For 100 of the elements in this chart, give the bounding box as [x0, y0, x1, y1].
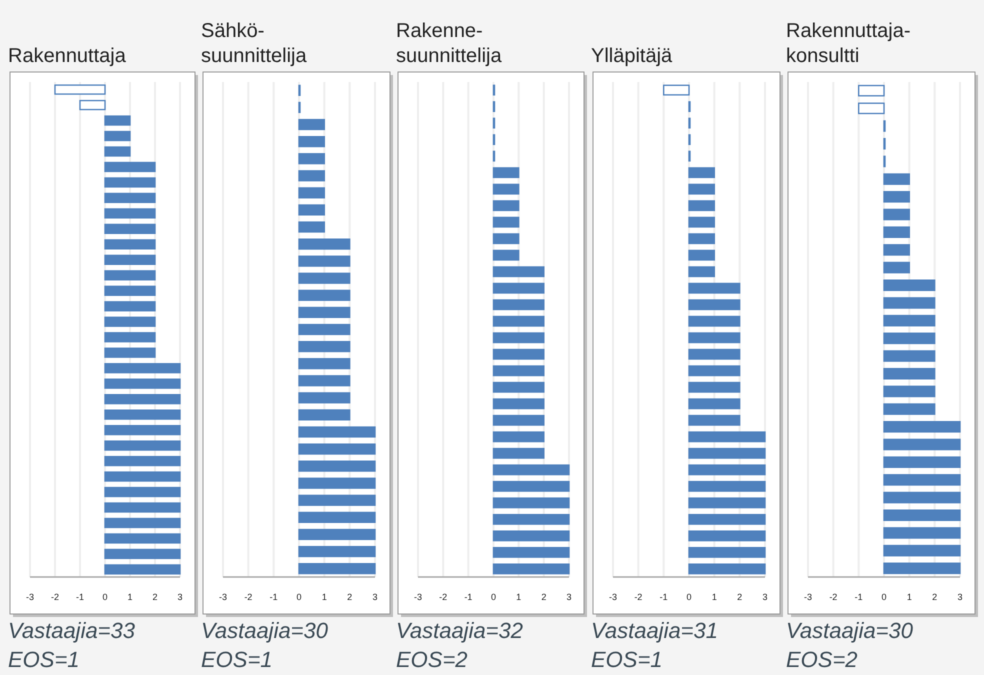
bar [688, 530, 766, 542]
bar [883, 527, 961, 539]
bar [492, 348, 544, 360]
x-tick-label: -3 [804, 592, 812, 602]
chart-title: Rakennuttaja [8, 45, 127, 67]
bar [688, 316, 740, 327]
bar [298, 494, 376, 506]
bar [883, 208, 910, 220]
bar [688, 216, 715, 228]
x-tick-label: -1 [464, 592, 472, 602]
text: Vastaajia=33 [8, 618, 136, 643]
bar [883, 262, 910, 274]
x-tick-label: -3 [218, 592, 228, 602]
x-tick-label: 0 [102, 592, 108, 602]
x-tick-label: 3 [762, 592, 768, 602]
bar [883, 314, 936, 326]
x-tick-label: -2 [50, 592, 60, 602]
bar [104, 301, 156, 312]
bar [104, 224, 156, 234]
bar [104, 533, 181, 544]
bar [298, 221, 325, 233]
bar [298, 375, 350, 386]
text: EOS=2 [396, 647, 468, 672]
x-tick-label: -3 [414, 592, 422, 602]
bar [883, 421, 961, 433]
bar [688, 167, 715, 178]
bar [298, 358, 350, 370]
bar [492, 514, 570, 525]
bar [492, 167, 520, 178]
bar [688, 514, 766, 525]
bar [883, 386, 936, 398]
x-tick-label: -1 [270, 592, 278, 602]
bar [688, 365, 740, 376]
x-tick-label: -2 [244, 592, 252, 602]
bar [298, 272, 350, 284]
bar [858, 102, 885, 114]
bar [883, 332, 936, 344]
x-tick-label: 0 [686, 592, 692, 602]
bar [688, 497, 766, 508]
bar [688, 448, 766, 459]
bar [104, 394, 181, 404]
bar [298, 170, 325, 182]
text: EOS=1 [8, 647, 80, 672]
bar [883, 509, 961, 522]
x-tick-label: 1 [516, 592, 522, 602]
bar [298, 512, 376, 523]
bar [104, 471, 181, 482]
bar [688, 414, 740, 426]
bar [688, 563, 766, 574]
bar [298, 409, 350, 421]
bar [492, 282, 544, 294]
bar [298, 256, 350, 267]
bar [688, 382, 740, 393]
bar [688, 200, 715, 212]
chart-title: Sähkö- suunnittelija [201, 20, 308, 67]
x-tick-label: 1 [906, 592, 912, 602]
bar [883, 297, 936, 309]
bar [492, 233, 520, 244]
bar [104, 502, 181, 513]
bar [883, 474, 961, 486]
x-tick-label: -2 [829, 592, 838, 602]
x-tick-label: 2 [737, 592, 742, 602]
x-tick-label: 2 [152, 592, 158, 602]
x-tick-label: 3 [372, 592, 378, 602]
bar [492, 546, 570, 558]
bar [298, 118, 325, 130]
chart-title: Rakennuttaja- konsultti [786, 20, 911, 67]
bar [298, 563, 376, 574]
bar [883, 438, 961, 450]
bar [104, 239, 156, 250]
bar [663, 84, 690, 96]
bar [688, 266, 715, 278]
bar [104, 270, 156, 280]
bar [298, 460, 376, 472]
bar [492, 250, 520, 261]
bar [858, 84, 885, 96]
bar [492, 200, 520, 212]
x-tick-label: 2 [347, 592, 352, 602]
x-tick-label: 0 [490, 592, 496, 602]
bar [688, 332, 740, 344]
bar [104, 378, 181, 389]
x-tick-label: 3 [177, 592, 183, 602]
bar [104, 518, 181, 528]
bar [492, 266, 544, 278]
x-tick-label: 3 [957, 592, 963, 602]
bar [883, 226, 910, 238]
bar [104, 564, 181, 575]
bar [298, 443, 376, 455]
bar [688, 348, 740, 360]
bar [104, 286, 156, 296]
bar [298, 136, 325, 148]
bar [883, 279, 936, 292]
bar [104, 115, 131, 126]
bar [298, 392, 350, 404]
bar [492, 480, 570, 492]
bar [298, 340, 350, 352]
bar [492, 365, 544, 376]
bar [104, 162, 156, 172]
bar [883, 244, 910, 256]
bar [492, 382, 544, 393]
